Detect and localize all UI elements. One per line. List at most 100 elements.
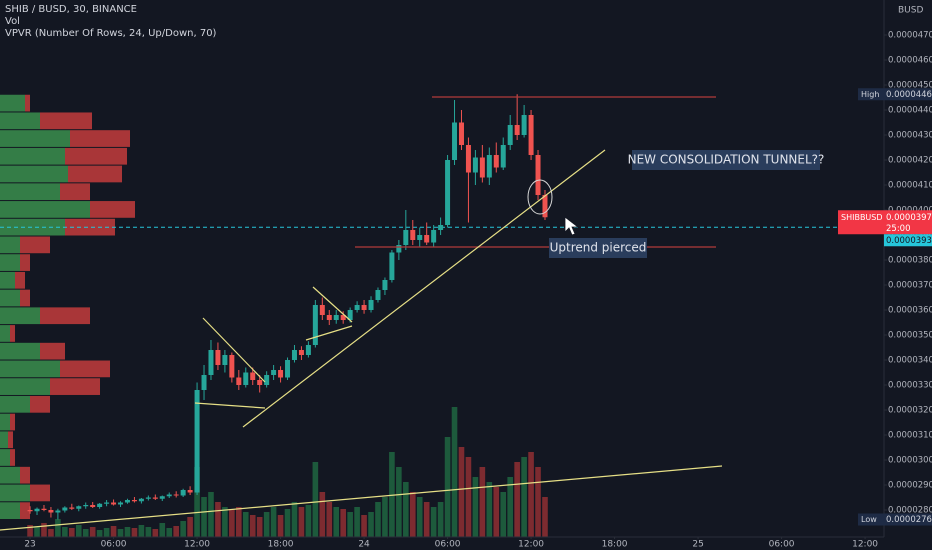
candle-body bbox=[131, 500, 137, 502]
x-tick-label: 24 bbox=[358, 540, 370, 550]
volume-bar bbox=[62, 527, 68, 537]
vpvr-down bbox=[10, 325, 15, 342]
candle-body bbox=[48, 510, 54, 513]
candle-body bbox=[187, 490, 193, 493]
volume-bar bbox=[124, 527, 131, 537]
candle-body bbox=[201, 375, 207, 390]
x-tick-label: 18:00 bbox=[268, 540, 294, 550]
candle-body bbox=[354, 305, 360, 310]
volume-bar bbox=[305, 505, 312, 537]
x-tick-label: 12:00 bbox=[518, 540, 544, 550]
candle-body bbox=[124, 500, 130, 503]
candle-body bbox=[278, 370, 284, 378]
volume-bar bbox=[514, 462, 520, 537]
vpvr-up bbox=[0, 395, 30, 413]
volume-bar bbox=[208, 492, 214, 537]
volume-bar bbox=[236, 507, 242, 537]
vpvr-up bbox=[0, 147, 65, 165]
vpvr-up bbox=[0, 201, 90, 218]
volume-bar bbox=[82, 529, 89, 537]
volume-bar bbox=[96, 530, 103, 537]
candle-body bbox=[479, 157, 485, 178]
volume-bar bbox=[319, 492, 326, 537]
candle-body bbox=[90, 505, 96, 507]
vpvr-up bbox=[0, 218, 65, 236]
candle-body bbox=[285, 360, 291, 378]
volume-bar bbox=[201, 497, 207, 537]
vpvr-down bbox=[20, 236, 50, 254]
candle-body bbox=[389, 252, 395, 280]
candle-body bbox=[27, 510, 33, 512]
high-value: 0.00004463 bbox=[886, 90, 932, 100]
candle-body bbox=[180, 490, 186, 496]
volume-bar bbox=[34, 527, 40, 537]
volume-bar bbox=[535, 467, 541, 537]
candle-body bbox=[194, 390, 200, 493]
vpvr-down bbox=[50, 378, 100, 395]
candle-body bbox=[159, 496, 165, 499]
vpvr-down bbox=[30, 484, 50, 502]
volume-bar bbox=[277, 515, 284, 537]
vpvr-down bbox=[10, 413, 15, 431]
trend-line bbox=[202, 317, 266, 383]
candle-body bbox=[445, 160, 451, 225]
volume-bar bbox=[152, 529, 159, 537]
volume-bar bbox=[27, 525, 33, 537]
vpvr-down bbox=[40, 112, 92, 130]
candle-body bbox=[305, 345, 311, 355]
candle-body bbox=[34, 508, 40, 512]
candle-body bbox=[173, 494, 179, 496]
candle-body bbox=[229, 355, 235, 378]
symbol: SHIBBUSD bbox=[841, 213, 883, 222]
volume-bar bbox=[396, 467, 402, 537]
drawings bbox=[0, 96, 723, 531]
candle-body bbox=[458, 122, 464, 145]
volume-bar bbox=[222, 507, 228, 537]
volume-bar bbox=[103, 528, 110, 537]
volume-bar bbox=[472, 477, 479, 537]
candle-body bbox=[500, 145, 506, 168]
volume-bar bbox=[444, 437, 451, 537]
x-tick-label: 18:00 bbox=[602, 540, 628, 550]
candle-body bbox=[493, 155, 499, 168]
vpvr-up bbox=[0, 271, 15, 289]
candle-body bbox=[542, 195, 548, 218]
volume-bar bbox=[458, 447, 465, 537]
vpvr-up bbox=[0, 325, 10, 342]
trend-line bbox=[242, 149, 606, 428]
candle-body bbox=[138, 498, 144, 502]
volume-bar bbox=[507, 477, 513, 537]
volume-bar bbox=[354, 507, 360, 537]
x-tick-label: 25 bbox=[692, 540, 703, 550]
candle-body bbox=[424, 235, 430, 243]
volume-bar bbox=[298, 507, 305, 537]
candle-body bbox=[361, 305, 367, 310]
candle-body bbox=[69, 507, 75, 509]
high-label: High bbox=[861, 90, 879, 99]
vpvr-down bbox=[8, 431, 13, 449]
volume-bar bbox=[166, 528, 173, 537]
volume-bar bbox=[409, 492, 416, 537]
candle-body bbox=[535, 155, 541, 195]
volume-bar bbox=[312, 462, 319, 537]
candle-body bbox=[271, 370, 277, 375]
volume-bar bbox=[333, 507, 340, 537]
volume-bar bbox=[194, 467, 200, 537]
volume-bar bbox=[55, 519, 61, 537]
candle-body bbox=[312, 305, 318, 345]
candle-body bbox=[486, 155, 492, 178]
volume-bar bbox=[263, 512, 270, 537]
volume-bar bbox=[229, 509, 235, 537]
volume-bar bbox=[416, 497, 423, 537]
vpvr-up bbox=[0, 466, 20, 484]
